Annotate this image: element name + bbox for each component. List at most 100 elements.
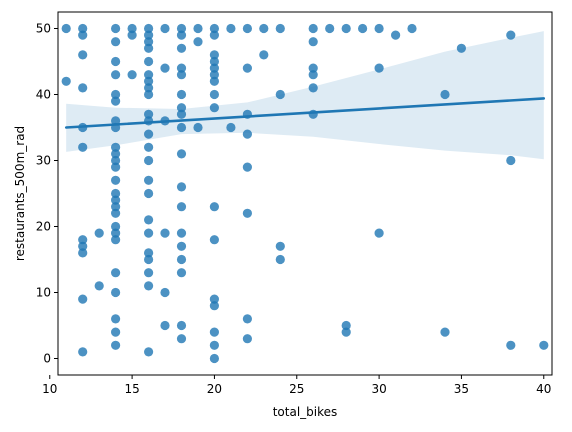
data-point — [242, 23, 252, 34]
data-point — [111, 195, 121, 205]
x-tick-label: 20 — [207, 382, 222, 396]
data-points — [61, 23, 549, 364]
data-point — [176, 109, 187, 119]
data-point — [193, 23, 203, 34]
regression-line-group — [64, 97, 546, 129]
x-tick-label: 30 — [371, 382, 386, 396]
data-point — [111, 202, 121, 212]
y-tick-label: 20 — [36, 220, 51, 234]
confidence-band-area — [66, 31, 544, 160]
data-point — [111, 208, 121, 218]
data-point — [176, 63, 187, 73]
data-point — [259, 50, 269, 60]
data-point — [506, 155, 516, 166]
data-point — [242, 314, 252, 324]
data-point — [78, 30, 88, 40]
data-point — [176, 320, 187, 331]
data-point — [209, 63, 219, 73]
data-point — [144, 76, 154, 86]
data-point — [111, 175, 121, 185]
data-point — [275, 89, 285, 100]
data-point — [275, 254, 285, 265]
data-point — [176, 103, 187, 113]
data-point — [440, 327, 450, 337]
data-point — [209, 301, 219, 311]
data-point — [160, 228, 170, 238]
data-point — [374, 23, 384, 34]
data-point — [78, 83, 88, 93]
data-point — [308, 23, 318, 34]
data-point — [308, 83, 318, 93]
data-point — [78, 347, 88, 357]
data-point — [259, 23, 269, 34]
data-point — [209, 70, 219, 80]
data-point — [160, 320, 170, 331]
data-point — [209, 103, 219, 113]
data-point — [144, 116, 154, 126]
data-point — [111, 188, 121, 199]
data-point — [111, 142, 121, 152]
data-point — [341, 327, 351, 337]
data-point — [111, 340, 121, 350]
data-point — [308, 63, 318, 73]
data-point — [144, 254, 154, 265]
data-point — [308, 37, 318, 47]
data-point — [111, 268, 121, 278]
data-point — [144, 248, 154, 258]
data-point — [144, 188, 154, 199]
data-point — [176, 70, 187, 80]
data-point — [144, 37, 154, 47]
data-point — [407, 23, 417, 34]
data-point — [127, 23, 137, 34]
data-point — [242, 208, 252, 218]
data-point — [176, 89, 187, 100]
data-point — [144, 268, 154, 278]
data-point — [111, 287, 121, 298]
data-point — [160, 287, 170, 298]
data-point — [209, 56, 219, 67]
data-point — [176, 241, 187, 251]
data-point — [341, 23, 351, 34]
x-tick-label: 25 — [289, 382, 304, 396]
data-point — [176, 228, 187, 238]
data-point — [144, 56, 154, 67]
y-tick-label: 40 — [36, 88, 51, 102]
data-point — [456, 43, 466, 53]
data-point — [308, 70, 318, 80]
data-point — [111, 149, 121, 159]
data-point — [111, 314, 121, 324]
tick-marks: 10 15 20 25 30 35 40 0 10 20 30 40 50 — [36, 22, 552, 397]
data-point — [209, 235, 219, 245]
data-point — [78, 142, 88, 152]
data-point — [176, 149, 187, 159]
data-point — [144, 89, 154, 100]
data-point — [78, 23, 88, 34]
data-point — [242, 129, 252, 139]
axes — [57, 11, 553, 376]
data-point — [209, 202, 219, 212]
data-point — [111, 96, 121, 106]
data-point — [144, 23, 154, 34]
data-point — [358, 23, 368, 34]
data-point — [193, 122, 203, 133]
data-point — [111, 327, 121, 337]
data-point — [144, 228, 154, 238]
data-point — [111, 155, 121, 166]
data-point — [341, 320, 351, 331]
data-point — [94, 281, 104, 291]
data-point — [209, 30, 219, 40]
data-point — [144, 30, 154, 40]
data-point — [209, 50, 219, 60]
x-axis-label: total_bikes — [273, 405, 338, 419]
data-point — [176, 23, 187, 34]
data-point — [78, 241, 88, 251]
data-point — [144, 43, 154, 53]
data-point — [242, 162, 252, 172]
data-point — [226, 122, 236, 133]
data-point — [506, 340, 516, 350]
data-point — [242, 63, 252, 73]
data-point — [127, 70, 137, 80]
x-tick-label: 15 — [124, 382, 139, 396]
data-point — [144, 347, 154, 357]
data-point — [78, 248, 88, 258]
